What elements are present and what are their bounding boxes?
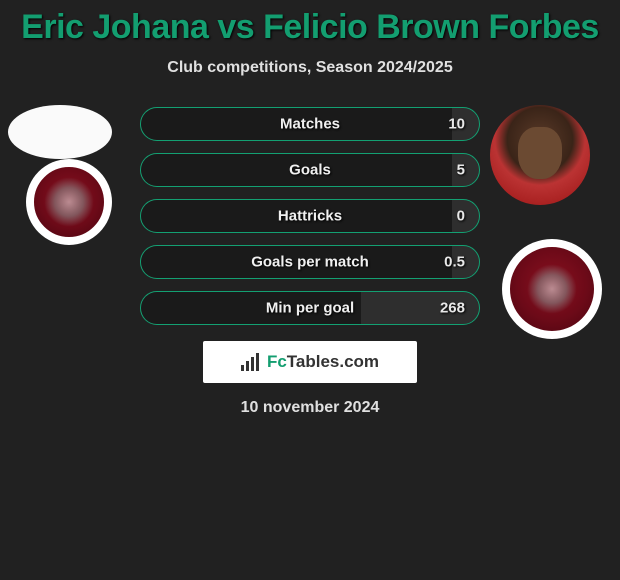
stat-value: 10 — [448, 116, 465, 133]
stat-value: 0 — [457, 208, 465, 225]
stat-label: Matches — [280, 116, 340, 133]
stat-label: Hattricks — [278, 208, 342, 225]
stat-row: Matches 10 — [140, 107, 480, 141]
club-crest-icon — [31, 164, 107, 240]
stat-label: Min per goal — [266, 300, 354, 317]
logo-text: FcTables.com — [267, 352, 379, 372]
subtitle: Club competitions, Season 2024/2025 — [0, 59, 620, 77]
stat-bars: Matches 10 Goals 5 Hattricks 0 Goals per… — [140, 107, 480, 337]
stat-row: Goals 5 — [140, 153, 480, 187]
comparison-panel: Matches 10 Goals 5 Hattricks 0 Goals per… — [0, 101, 620, 441]
site-logo[interactable]: FcTables.com — [203, 341, 417, 383]
stat-label: Goals per match — [251, 254, 369, 271]
stat-value: 5 — [457, 162, 465, 179]
stat-value: 0.5 — [444, 254, 465, 271]
snapshot-date: 10 november 2024 — [241, 399, 380, 417]
player-left-avatar — [8, 105, 112, 159]
stat-value: 268 — [440, 300, 465, 317]
stat-label: Goals — [289, 162, 331, 179]
bar-chart-icon — [241, 353, 263, 371]
player-right-club-badge — [502, 239, 602, 339]
stat-row: Min per goal 268 — [140, 291, 480, 325]
stat-row: Goals per match 0.5 — [140, 245, 480, 279]
player-left-club-badge — [26, 159, 112, 245]
player-right-avatar — [490, 105, 590, 205]
stat-row: Hattricks 0 — [140, 199, 480, 233]
page-title: Eric Johana vs Felicio Brown Forbes — [0, 0, 620, 47]
club-crest-icon — [507, 244, 597, 334]
